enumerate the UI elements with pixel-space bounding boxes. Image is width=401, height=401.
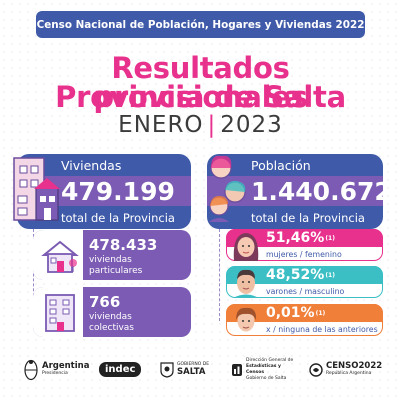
varones-card-border bbox=[226, 266, 383, 298]
viviendas-label: Viviendas bbox=[17, 154, 191, 176]
dgeyc-line1: Dirección General de bbox=[246, 357, 294, 363]
indec-text: indec bbox=[99, 362, 142, 377]
salta-shield-icon bbox=[160, 361, 174, 378]
varones-note: (1) bbox=[325, 271, 335, 279]
date-month: ENERO bbox=[118, 112, 204, 138]
colectivas-value: 766 bbox=[89, 293, 121, 311]
particulares-desc-line2: particulares bbox=[89, 266, 143, 276]
particulares-desc-line1: viviendas bbox=[89, 255, 132, 265]
mujeres-description: mujeres / femenino bbox=[226, 247, 383, 261]
building-illustration-icon bbox=[13, 157, 60, 221]
indec-logo: indec bbox=[99, 352, 142, 387]
argentina-emblem-icon bbox=[24, 359, 38, 380]
date-separator: | bbox=[207, 112, 217, 138]
people-illustration-icon bbox=[209, 155, 246, 222]
censo-2022-logo: CENSO2022 República Argentina bbox=[309, 352, 382, 387]
date-subtitle: ENERO | 2023 bbox=[0, 112, 401, 138]
otros-card-border bbox=[226, 304, 383, 336]
apartment-building-icon bbox=[45, 294, 75, 332]
dgeyc-logo: Dirección General de Estadísticas y Cens… bbox=[231, 352, 293, 387]
house-icon bbox=[41, 240, 79, 273]
woman-face-icon bbox=[233, 233, 259, 261]
particulares-description: viviendas particulares bbox=[89, 255, 142, 277]
mujeres-value: 51,46% bbox=[266, 230, 325, 246]
footer-logos: Argentina Presidencia indec GOBIERNO DE … bbox=[0, 352, 401, 387]
varones-value-strip: 48,52% (1) bbox=[226, 266, 383, 284]
date-year: 2023 bbox=[220, 112, 283, 138]
census-banner: Censo Nacional de Población, Hogares y V… bbox=[36, 11, 365, 38]
gobierno-salta-logo: GOBIERNO DE SALTA bbox=[160, 352, 209, 387]
salta-top-text: GOBIERNO DE bbox=[177, 362, 210, 367]
argentina-text: Argentina bbox=[42, 361, 90, 371]
censo-globe-icon bbox=[309, 362, 323, 377]
otros-note: (1) bbox=[315, 309, 326, 317]
salta-text: SALTA bbox=[177, 367, 206, 377]
mujeres-value-strip: 51,46% (1) bbox=[226, 229, 383, 247]
varones-value: 48,52% bbox=[266, 267, 325, 283]
otros-value: 0,01% bbox=[266, 305, 315, 321]
dgeyc-line4: Gobierno de Salta bbox=[246, 375, 287, 381]
colectivas-description: viviendas colectivas bbox=[89, 312, 134, 334]
otros-value-strip: 0,01% (1) bbox=[226, 304, 383, 322]
dgeyc-emblem-icon bbox=[232, 363, 242, 376]
person-face-icon bbox=[236, 307, 257, 332]
varones-card: 48,52% (1) varones / masculino bbox=[226, 266, 383, 298]
argentina-logo: Argentina Presidencia bbox=[24, 352, 89, 387]
argentina-subtext: Presidencia bbox=[42, 371, 68, 376]
title-line-1: Resultados provisionales bbox=[93, 51, 308, 114]
mujeres-note: (1) bbox=[325, 234, 335, 242]
poblacion-total-caption: total de la Provincia bbox=[207, 206, 383, 229]
viviendas-total-caption: total de la Provincia bbox=[17, 206, 191, 229]
poblacion-label: Población bbox=[207, 154, 383, 176]
otros-description: x / ninguna de las anteriores bbox=[226, 322, 383, 336]
particulares-value: 478.433 bbox=[89, 236, 158, 254]
mujeres-card-border bbox=[226, 229, 383, 261]
censo-text: CENSO2022 bbox=[326, 361, 383, 371]
varones-description: varones / masculino bbox=[226, 284, 383, 298]
otros-card: 0,01% (1) x / ninguna de las anteriores bbox=[226, 304, 383, 336]
dgeyc-line2: Estadísticas y bbox=[246, 363, 281, 369]
censo-subtext: República Argentina bbox=[326, 371, 372, 376]
man-face-icon bbox=[233, 269, 259, 298]
dgeyc-line3: Censos bbox=[246, 369, 265, 375]
title-line-2: Provincia de Salta bbox=[55, 80, 346, 114]
connector-line bbox=[219, 229, 220, 321]
colectivas-desc-line1: viviendas bbox=[89, 312, 132, 322]
mujeres-card: 51,46% (1) mujeres / femenino bbox=[226, 229, 383, 261]
colectivas-desc-line2: colectivas bbox=[89, 323, 134, 333]
